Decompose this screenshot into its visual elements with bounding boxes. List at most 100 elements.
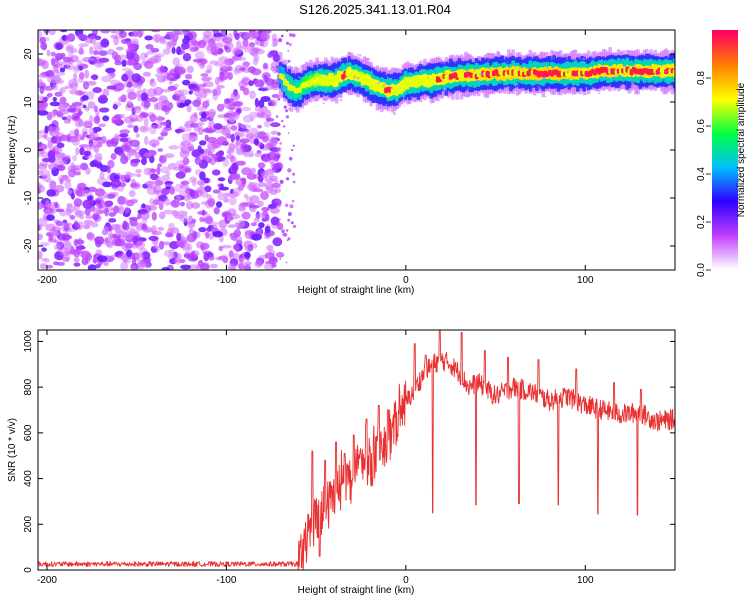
noise-blob [140, 100, 149, 108]
noise-blob [86, 80, 97, 86]
noise-speck [277, 237, 280, 239]
track-halo-speck [290, 98, 293, 101]
noise-blob [271, 263, 277, 268]
colorbar-swatch [712, 38, 738, 41]
noise-blob [77, 237, 82, 246]
colorbar-swatch [712, 32, 738, 35]
noise-blob [217, 177, 226, 182]
noise-blob [196, 83, 205, 88]
noise-blob [102, 227, 109, 236]
snr-panel: -200 -100 0 100 0 200 400 600 800 1000 Height of… [7, 329, 676, 596]
colorbar-swatch [712, 244, 738, 247]
noise-blob [211, 41, 217, 49]
noise-blob [58, 103, 67, 112]
noise-blob [217, 192, 226, 201]
noise-blob [57, 261, 65, 266]
track-halo-speck [290, 83, 293, 86]
noise-blob [150, 168, 157, 173]
track-halo-speck [611, 78, 613, 80]
noise-blob [160, 175, 171, 182]
noise-blob [257, 124, 262, 129]
noise-blob [72, 154, 78, 162]
noise-blob [63, 118, 71, 124]
noise-blob [179, 102, 190, 107]
noise-blob [64, 85, 69, 90]
noise-blob [141, 217, 148, 225]
noise-blob [55, 208, 65, 213]
noise-blob [45, 179, 54, 183]
noise-blob [176, 46, 182, 56]
noise-blob [237, 122, 242, 127]
track-halo-speck [360, 85, 364, 88]
noise-blob [209, 111, 214, 120]
colorbar-swatch [712, 230, 738, 233]
noise-blob [77, 244, 85, 250]
track-halo-speck [480, 83, 482, 85]
noise-blob [149, 79, 154, 85]
colorbar-swatch [712, 104, 738, 107]
noise-speck [287, 237, 291, 241]
noise-blob [78, 43, 89, 48]
track-halo-speck [519, 88, 522, 90]
noise-speck [278, 38, 283, 43]
noise-blob [239, 45, 244, 52]
colorbar-swatch [712, 62, 738, 65]
noise-blob [264, 143, 269, 152]
noise-blob [141, 157, 147, 166]
track-halo-speck [439, 88, 441, 91]
colorbar-swatch [712, 94, 738, 97]
colorbar-swatch [712, 52, 738, 55]
noise-blob [113, 133, 119, 142]
noise-blob [249, 149, 254, 158]
noise-blob [59, 96, 67, 105]
noise-blob [38, 109, 49, 116]
noise-blob [77, 118, 84, 127]
colorbar-swatch [712, 92, 738, 95]
noise-blob [180, 264, 192, 270]
noise-blob [212, 30, 220, 35]
noise-blob [92, 208, 102, 214]
colorbar-swatch [712, 30, 738, 33]
noise-blob [215, 87, 222, 96]
noise-blob [185, 200, 194, 210]
noise-speck [291, 33, 296, 38]
noise-blob [121, 59, 127, 67]
noise-blob [232, 187, 241, 197]
noise-blob [73, 262, 81, 267]
noise-blob [276, 146, 282, 152]
noise-blob [256, 111, 266, 117]
noise-blob [168, 201, 178, 206]
noise-blob [199, 263, 210, 270]
noise-blob [59, 247, 70, 257]
track-halo-speck [347, 51, 351, 55]
colorbar-swatch [712, 120, 738, 123]
noise-blob [206, 147, 216, 154]
track-halo-speck [570, 77, 572, 80]
noise-blob [221, 244, 232, 249]
track-halo-speck [393, 112, 397, 115]
noise-blob [142, 71, 152, 77]
noise-blob [186, 65, 194, 73]
noise-blob [59, 67, 66, 73]
noise-blob [47, 141, 53, 149]
noise-blob [128, 190, 136, 198]
colorbar-swatch [712, 172, 738, 175]
track-halo-speck [332, 75, 335, 77]
noise-blob [242, 115, 253, 123]
noise-speck [291, 200, 295, 203]
noise-speck [287, 218, 291, 222]
noise-speck [277, 132, 281, 136]
noise-blob [73, 238, 79, 247]
noise-blob [199, 171, 206, 181]
noise-blob [243, 87, 250, 96]
noise-blob [214, 35, 222, 42]
noise-blob [241, 106, 252, 112]
track-halo-speck [511, 76, 513, 79]
snr-y-ticks: 0 200 400 600 800 1000 [23, 330, 675, 573]
colorbar-swatch [712, 140, 738, 143]
noise-blob [196, 93, 202, 100]
noise-blob [144, 60, 154, 69]
noise-blob [98, 57, 110, 63]
noise-blob [203, 252, 210, 262]
